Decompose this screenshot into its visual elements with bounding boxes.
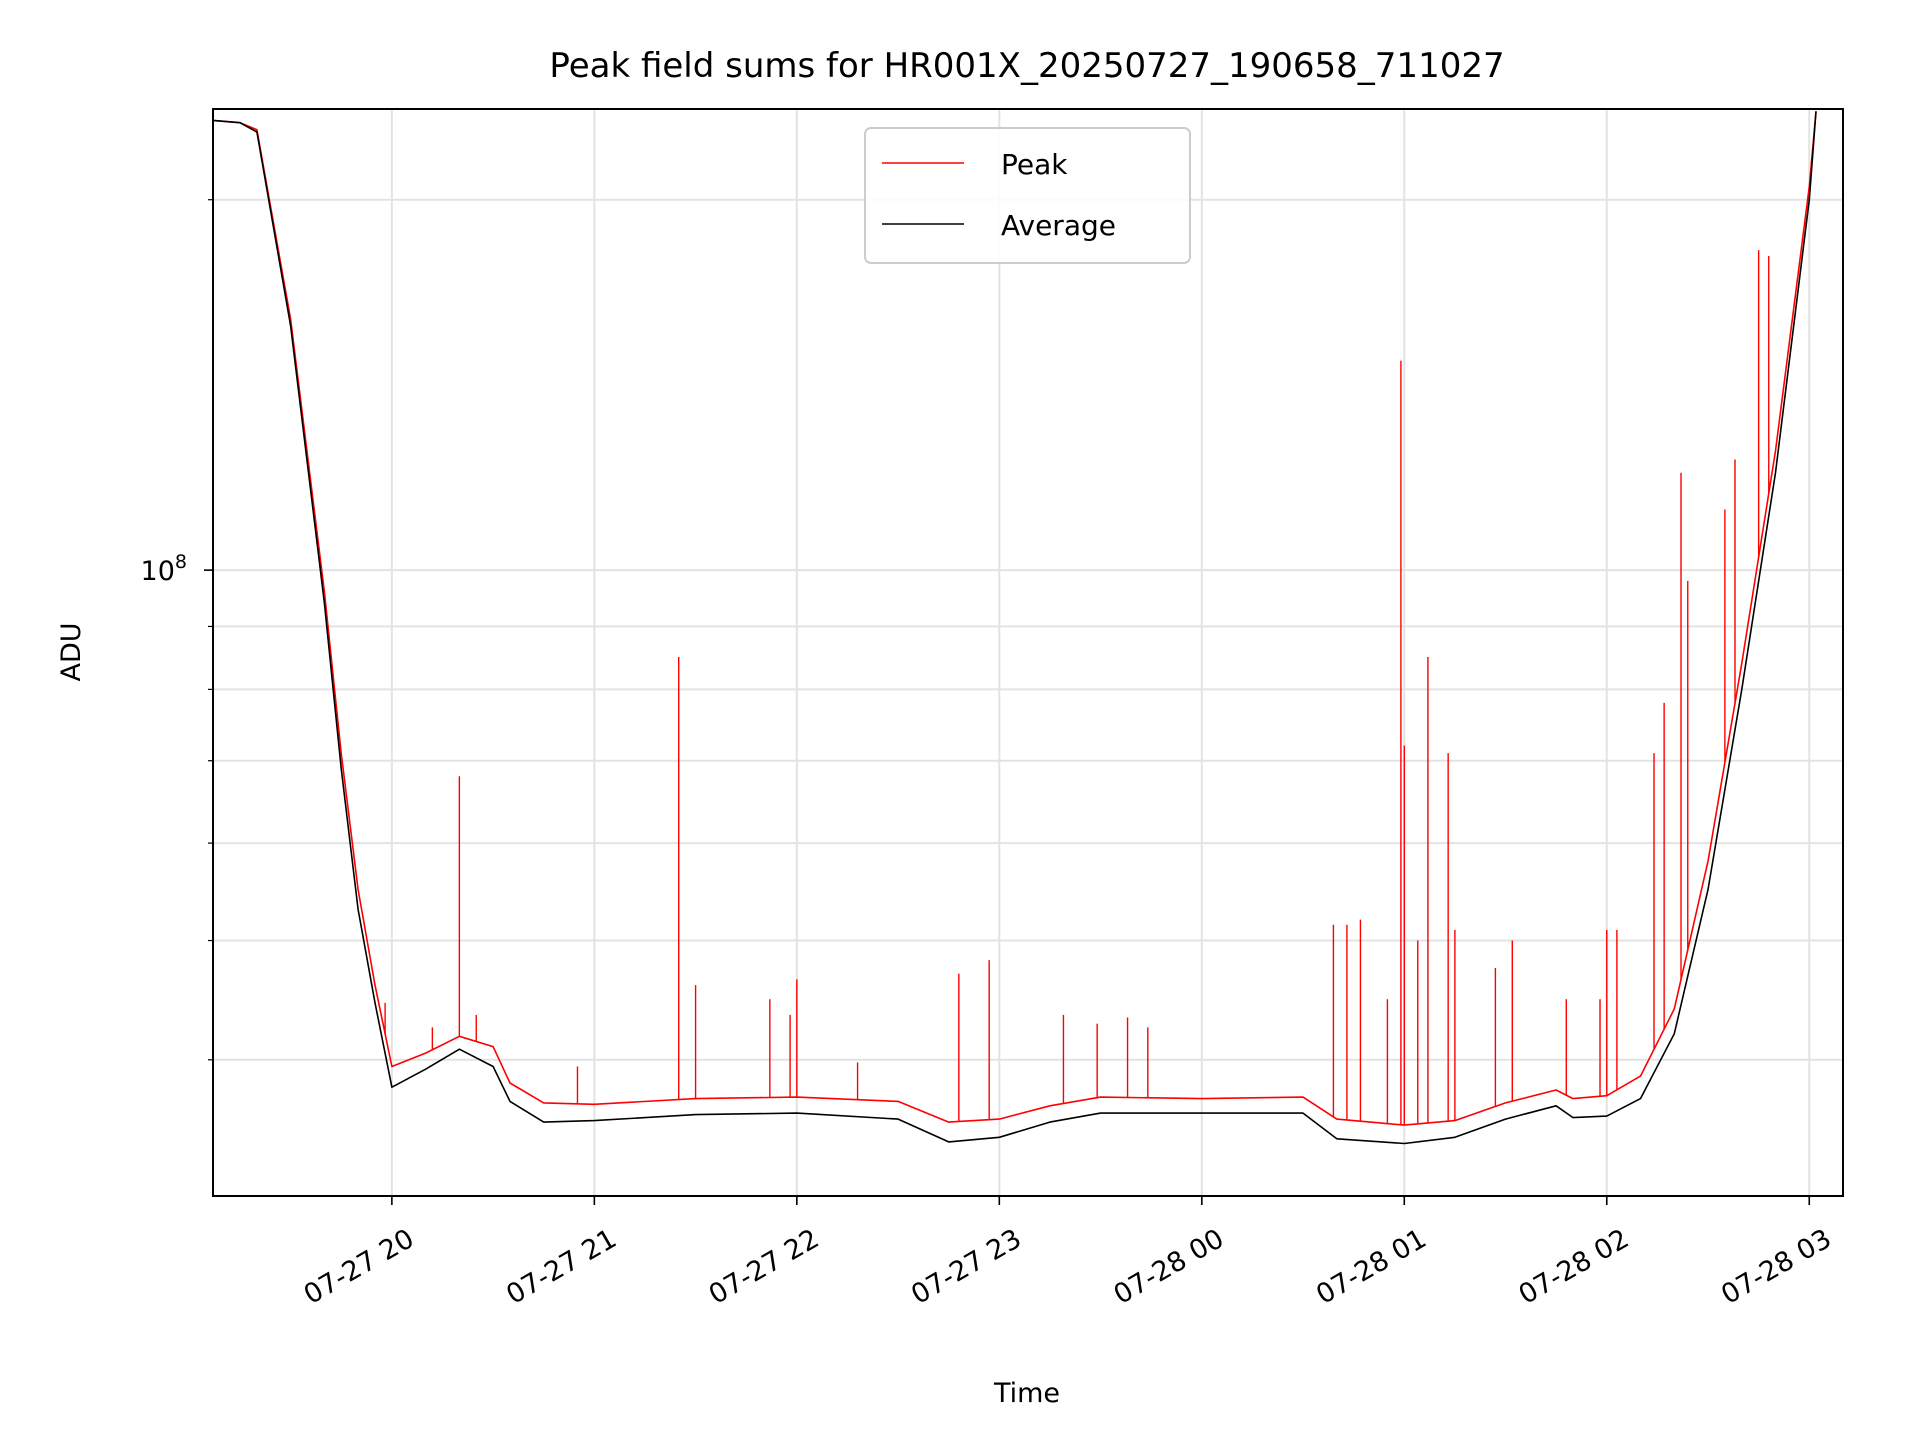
legend-peak-label: Peak bbox=[1001, 148, 1068, 181]
grid bbox=[213, 109, 1843, 1196]
chart-title: Peak field sums for HR001X_20250727_1906… bbox=[549, 46, 1504, 86]
y-axis-label: ADU bbox=[56, 622, 87, 681]
plot-frame bbox=[212, 108, 1844, 1197]
legend: Peak Average bbox=[864, 127, 1191, 264]
series-line-peak bbox=[212, 111, 1817, 1126]
series-peak bbox=[212, 111, 1817, 1126]
legend-average-label: Average bbox=[1001, 209, 1116, 242]
y-axis: 108 bbox=[141, 199, 213, 1061]
x-axis-label: Time bbox=[993, 1378, 1060, 1409]
series-average bbox=[212, 111, 1817, 1145]
y-tick-label: 108 bbox=[141, 551, 187, 587]
legend-box bbox=[864, 127, 1191, 264]
series-line-average bbox=[212, 111, 1817, 1145]
